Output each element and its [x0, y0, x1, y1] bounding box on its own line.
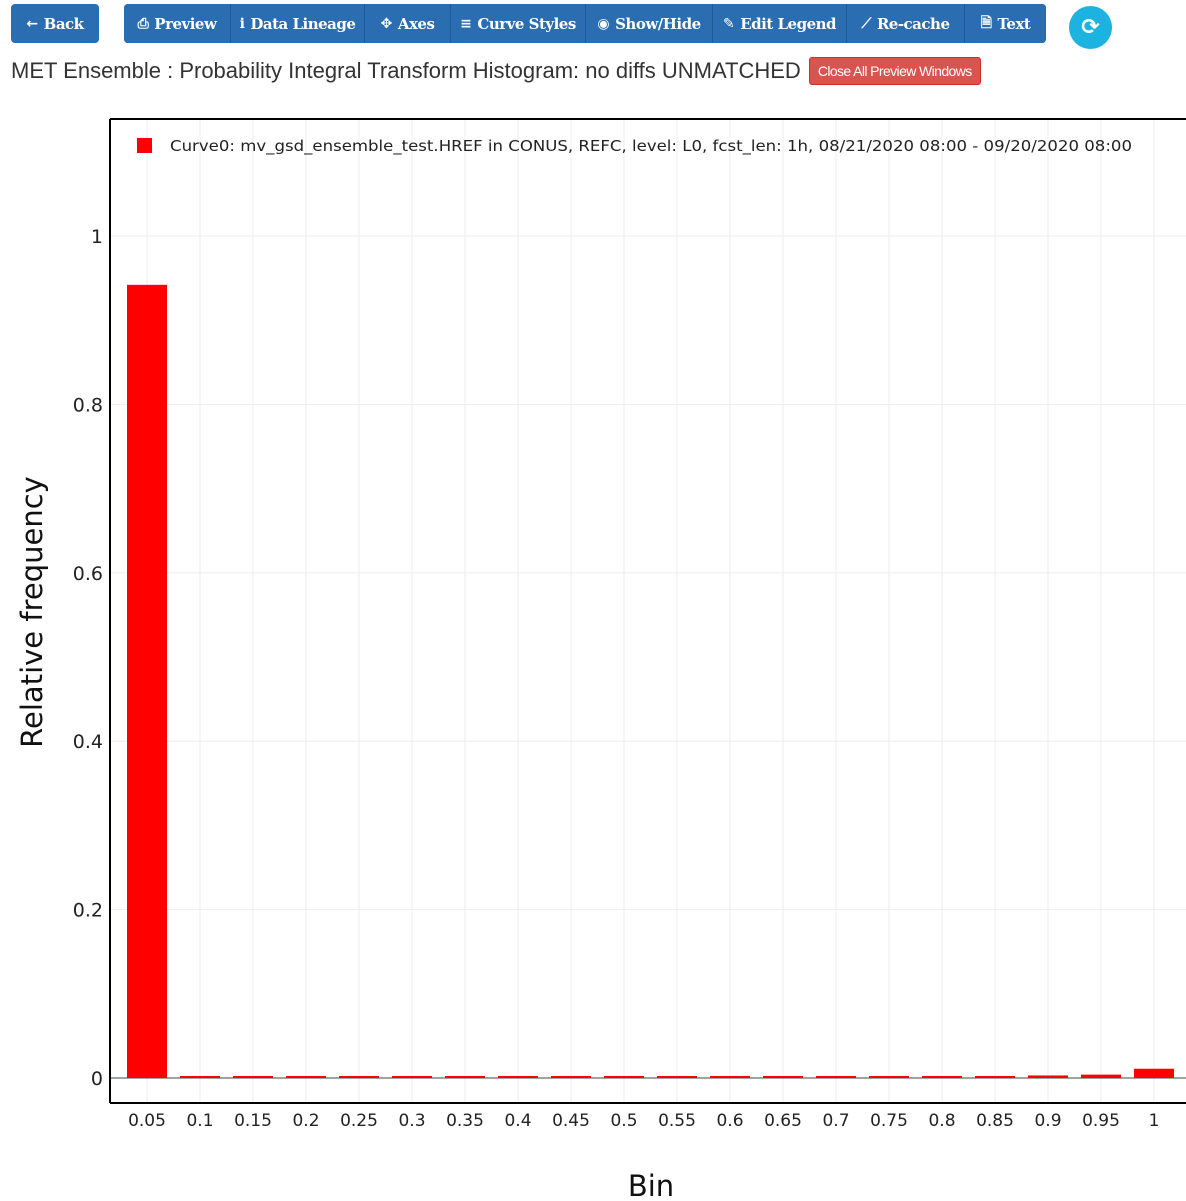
- eye-slash-icon: ◉: [597, 15, 610, 32]
- data-lineage-label: Data Lineage: [250, 14, 356, 33]
- y-tick-label: 0: [91, 1068, 103, 1090]
- refresh-button[interactable]: ⟳: [1069, 6, 1112, 49]
- histogram-bar: [339, 1076, 379, 1078]
- y-tick-label: 0.8: [73, 394, 103, 416]
- x-tick-label: 0.9: [1034, 1111, 1061, 1131]
- histogram-bar: [1081, 1074, 1121, 1078]
- histogram-bar: [604, 1076, 644, 1078]
- x-tick-label: 0.4: [504, 1111, 531, 1131]
- back-button[interactable]: ← Back: [11, 4, 99, 43]
- x-tick-label: 0.15: [234, 1111, 272, 1131]
- preview-button[interactable]: ⎙ Preview: [124, 4, 231, 43]
- histogram-bar: [1134, 1068, 1174, 1078]
- data-lineage-button[interactable]: i Data Lineage: [231, 4, 365, 43]
- histogram-bar: [498, 1076, 538, 1078]
- histogram-bar: [445, 1076, 485, 1078]
- y-tick-label: 0.2: [73, 900, 103, 922]
- x-tick-label: 0.6: [716, 1111, 743, 1131]
- x-axis-title: Bin: [628, 1169, 674, 1201]
- y-axis-title: Relative frequency: [15, 476, 49, 748]
- curve-styles-button[interactable]: ≡ Curve Styles: [451, 4, 586, 43]
- info-icon: i: [239, 15, 245, 32]
- close-all-preview-windows-button[interactable]: Close All Preview Windows: [808, 57, 981, 85]
- histogram-bar: [127, 284, 167, 1078]
- x-tick-label: 0.8: [928, 1111, 955, 1131]
- axes-button[interactable]: ✥ Axes: [365, 4, 451, 43]
- text-label: Text: [997, 14, 1031, 33]
- axes-label: Axes: [397, 14, 435, 33]
- y-tick-label: 0.6: [73, 563, 103, 585]
- list-icon: ≡: [460, 15, 472, 32]
- text-button[interactable]: 🗎 Text: [965, 4, 1046, 43]
- x-tick-label: 0.65: [764, 1111, 802, 1131]
- curve-styles-label: Curve Styles: [477, 14, 576, 33]
- move-arrows-icon: ✥: [380, 15, 393, 32]
- x-tick-label: 0.2: [292, 1111, 319, 1131]
- histogram-bar: [1028, 1075, 1068, 1078]
- x-tick-label: 0.05: [128, 1111, 166, 1131]
- x-tick-label: 0.75: [870, 1111, 908, 1131]
- x-tick-label: 0.25: [340, 1111, 378, 1131]
- x-tick-label: 0.35: [446, 1111, 484, 1131]
- edit-legend-label: Edit Legend: [740, 14, 837, 33]
- y-tick-label: 1: [91, 226, 103, 248]
- file-text-icon: 🗎: [980, 14, 992, 31]
- histogram-bar: [763, 1076, 803, 1078]
- page-title: MET Ensemble : Probability Integral Tran…: [11, 58, 801, 83]
- histogram-bar: [551, 1076, 591, 1078]
- histogram-bar: [922, 1076, 962, 1078]
- toolbar: ← Back ⎙ Preview i Data Lineage ✥ Axes ≡…: [0, 4, 1186, 49]
- histogram-bar: [975, 1076, 1015, 1078]
- recache-label: Re-cache: [876, 14, 950, 33]
- histogram-bar: [869, 1076, 909, 1078]
- edit-legend-button[interactable]: ✎ Edit Legend: [713, 4, 847, 43]
- legend-swatch: [137, 138, 152, 153]
- histogram-bar: [180, 1076, 220, 1078]
- histogram-bar: [233, 1076, 273, 1078]
- y-tick-label: 0.4: [73, 731, 103, 753]
- histogram-chart: 0 0.2 0.4 0.6 0.8 1 0.05 0.1 0.15 0.2 0.25 0.3 0.35 0…: [15, 118, 1186, 1201]
- back-label: Back: [43, 14, 84, 33]
- recache-button[interactable]: ⟋ Re-cache: [847, 4, 965, 43]
- pencil-icon: ✎: [722, 15, 735, 32]
- plot-area: [110, 119, 1186, 1103]
- title-row: MET Ensemble : Probability Integral Tran…: [11, 56, 981, 86]
- show-hide-label: Show/Hide: [615, 14, 701, 33]
- x-tick-label: 0.3: [398, 1111, 425, 1131]
- x-tick-label: 0.5: [610, 1111, 637, 1131]
- x-tick-label: 0.7: [822, 1111, 849, 1131]
- x-tick-label: 0.85: [976, 1111, 1014, 1131]
- x-tick-label: 0.55: [658, 1111, 696, 1131]
- histogram-bar: [286, 1076, 326, 1078]
- preview-label: Preview: [154, 14, 217, 33]
- arrow-left-icon: ←: [26, 15, 38, 32]
- show-hide-button[interactable]: ◉ Show/Hide: [586, 4, 713, 43]
- toolbar-button-group: ⎙ Preview i Data Lineage ✥ Axes ≡ Curve …: [124, 4, 1046, 43]
- refresh-icon: ⟳: [1081, 15, 1100, 40]
- histogram-bar: [816, 1076, 856, 1078]
- x-tick-label: 0.95: [1082, 1111, 1120, 1131]
- printer-icon: ⎙: [137, 15, 149, 32]
- x-tick-label: 1: [1149, 1111, 1160, 1131]
- legend-label: Curve0: mv_gsd_ensemble_test.HREF in CON…: [170, 137, 1132, 156]
- x-tick-label: 0.1: [186, 1111, 213, 1131]
- histogram-bar: [657, 1076, 697, 1078]
- x-tick-label: 0.45: [552, 1111, 590, 1131]
- histogram-bar: [710, 1076, 750, 1078]
- line-chart-icon: ⟋: [861, 15, 872, 32]
- histogram-bar: [392, 1076, 432, 1078]
